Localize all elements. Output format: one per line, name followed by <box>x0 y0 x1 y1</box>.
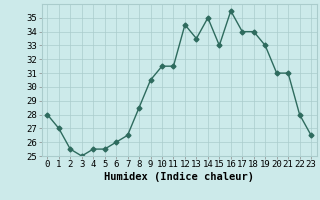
X-axis label: Humidex (Indice chaleur): Humidex (Indice chaleur) <box>104 172 254 182</box>
